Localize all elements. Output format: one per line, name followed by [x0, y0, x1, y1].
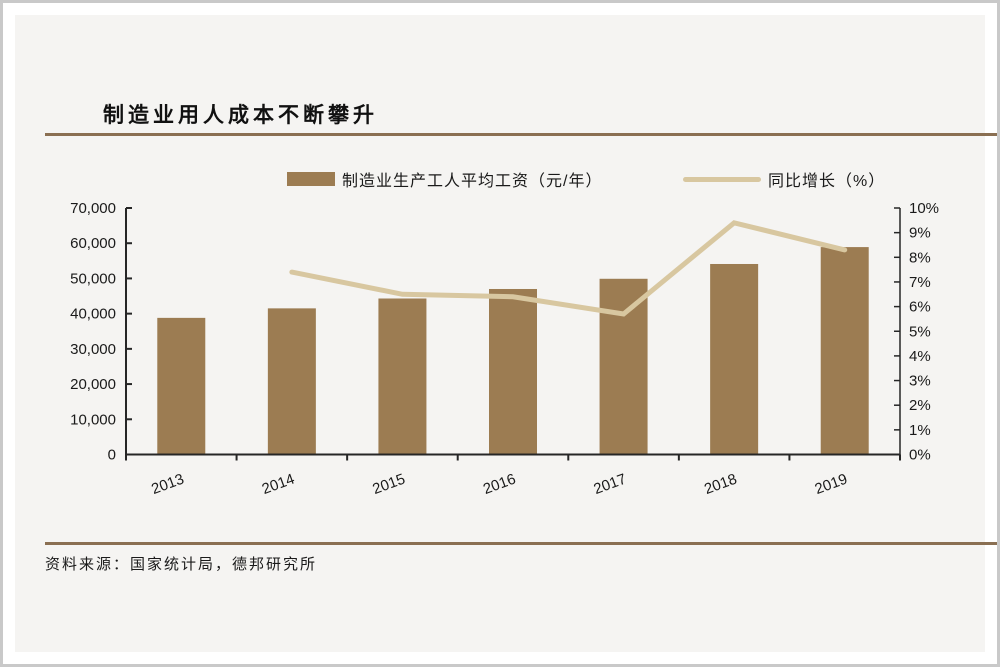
bar-2016 [489, 288, 537, 455]
left-axis-tick-label: 10,000 [70, 411, 116, 428]
left-axis-tick-label: 70,000 [70, 200, 116, 217]
right-axis-tick-label: 3% [909, 373, 931, 390]
x-axis-label-2016: 2016 [481, 471, 518, 498]
x-axis-label-2014: 2014 [260, 471, 297, 498]
bar-2014 [267, 308, 316, 455]
right-axis-tick-label: 5% [909, 323, 931, 340]
x-axis-label-2019: 2019 [813, 471, 850, 498]
bar-2013 [157, 317, 206, 455]
right-axis-tick-label: 6% [909, 299, 931, 316]
left-axis-tick-label: 40,000 [70, 306, 116, 323]
x-axis-label-2017: 2017 [591, 471, 628, 498]
right-axis-tick-label: 7% [909, 274, 931, 291]
title-divider [45, 133, 997, 136]
bar-series-swatch-icon [287, 172, 335, 186]
left-axis-tick-label: 60,000 [70, 235, 116, 252]
left-axis-tick-label: 50,000 [70, 270, 116, 287]
source-text: 资料来源：国家统计局，德邦研究所 [45, 556, 318, 573]
bar-2019 [820, 247, 869, 455]
right-axis-tick-label: 1% [909, 422, 931, 439]
right-axis-tick-label: 2% [909, 397, 931, 414]
legend-label-wage: 制造业生产工人平均工资（元/年） [342, 173, 603, 190]
bar-2018 [710, 263, 759, 455]
x-axis-label-2015: 2015 [370, 471, 407, 498]
bar-2015 [378, 298, 427, 455]
chart-legend: 制造业生产工人平均工资（元/年） 同比增长（%） [15, 167, 997, 193]
yoy-growth-line [289, 220, 848, 317]
legend-label-yoy: 同比增长（%） [768, 173, 886, 190]
legend-item-yoy: 同比增长（%） [683, 167, 885, 191]
right-axis-tick-label: 9% [909, 225, 931, 242]
left-axis-tick-label: 20,000 [70, 376, 116, 393]
line-series-swatch-icon [683, 176, 761, 182]
left-axis-tick-label: 30,000 [70, 341, 116, 358]
x-axis-label-2013: 2013 [149, 471, 186, 498]
right-axis-tick-label: 4% [909, 348, 931, 365]
source-divider [45, 542, 997, 545]
legend-item-wage: 制造业生产工人平均工资（元/年） [287, 167, 602, 191]
bar-2017 [599, 278, 648, 455]
x-axis-label-2018: 2018 [702, 471, 739, 498]
left-axis-tick-label: 0 [108, 447, 116, 464]
right-axis-tick-label: 10% [909, 200, 939, 217]
page-title: 制造业用人成本不断攀升 [103, 104, 378, 127]
chart-canvas: 制造业用人成本不断攀升 制造业生产工人平均工资（元/年） 同比增长（%） 0 10… [15, 15, 997, 652]
right-axis-tick-label: 0% [909, 447, 931, 464]
right-axis-tick-label: 8% [909, 249, 931, 266]
